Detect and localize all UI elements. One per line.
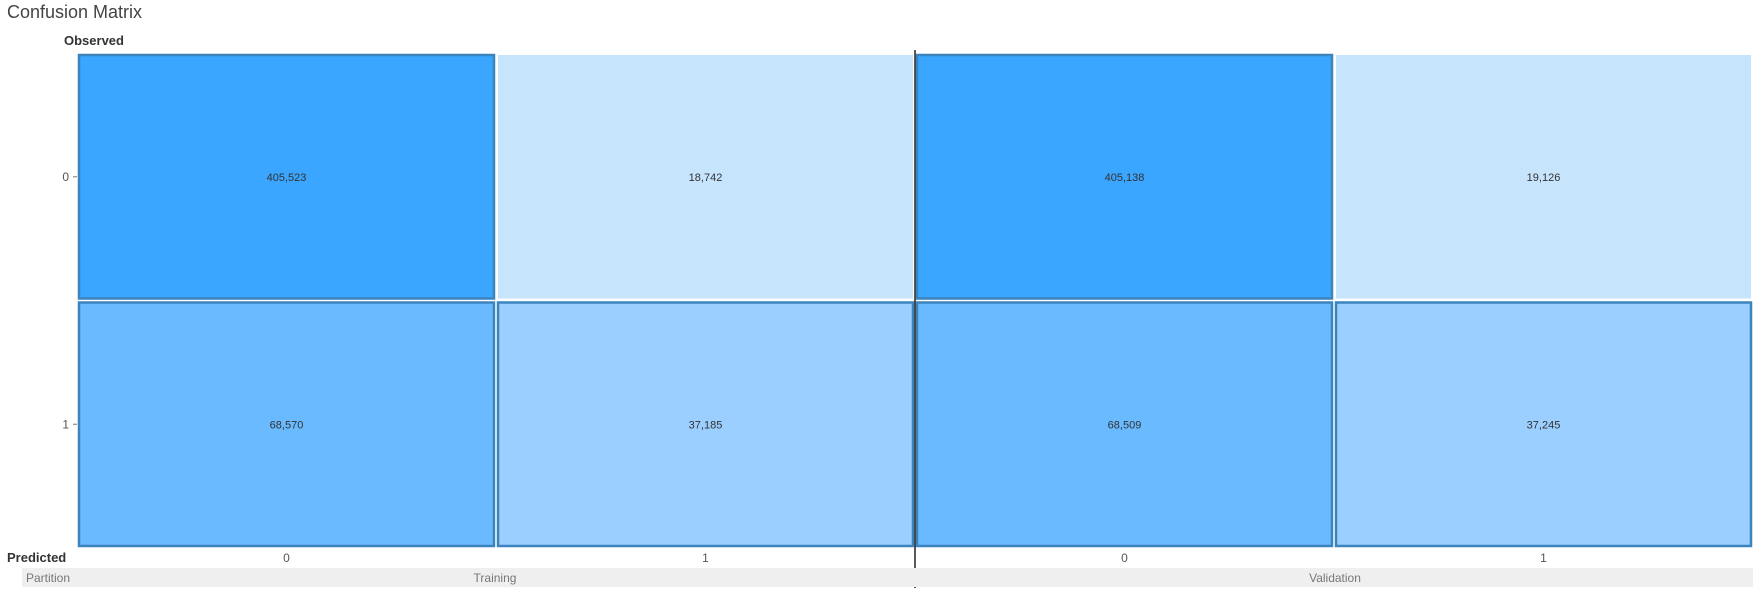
x-tick-label: 0 — [1121, 551, 1128, 565]
y-tick-label: 1 — [62, 417, 69, 431]
cell-value-label: 68,509 — [1108, 419, 1142, 431]
matrix-cell — [1336, 55, 1751, 299]
partition-name-validation: Validation — [1309, 571, 1361, 585]
matrix-cell — [496, 301, 915, 548]
chart-title: Confusion Matrix — [7, 2, 143, 22]
cell-value-label: 68,570 — [270, 419, 304, 431]
cell-value-label: 405,523 — [267, 172, 307, 184]
partition-name-training: Training — [473, 571, 517, 585]
cell-value-label: 37,245 — [1527, 419, 1561, 431]
x-tick-label: 0 — [283, 551, 290, 565]
cell-value-label: 18,742 — [689, 172, 723, 184]
cell-value-label: 405,138 — [1105, 172, 1145, 184]
y-axis-label: Observed — [64, 33, 124, 48]
matrix-cell — [1334, 301, 1753, 548]
partition-label: Partition — [26, 571, 71, 585]
matrix-cell — [77, 301, 496, 548]
cell-value-label: 19,126 — [1527, 172, 1561, 184]
x-axis-label: Predicted — [7, 550, 67, 565]
matrix-cell — [915, 301, 1334, 548]
x-tick-label: 1 — [1540, 551, 1547, 565]
x-tick-label: 1 — [702, 551, 709, 565]
y-tick-label: 0 — [62, 170, 69, 184]
matrix-cell — [915, 53, 1334, 300]
cell-value-label: 37,185 — [689, 419, 723, 431]
partition-header-bar — [22, 568, 1753, 587]
matrix-cell — [77, 53, 496, 300]
matrix-cell — [498, 55, 913, 299]
